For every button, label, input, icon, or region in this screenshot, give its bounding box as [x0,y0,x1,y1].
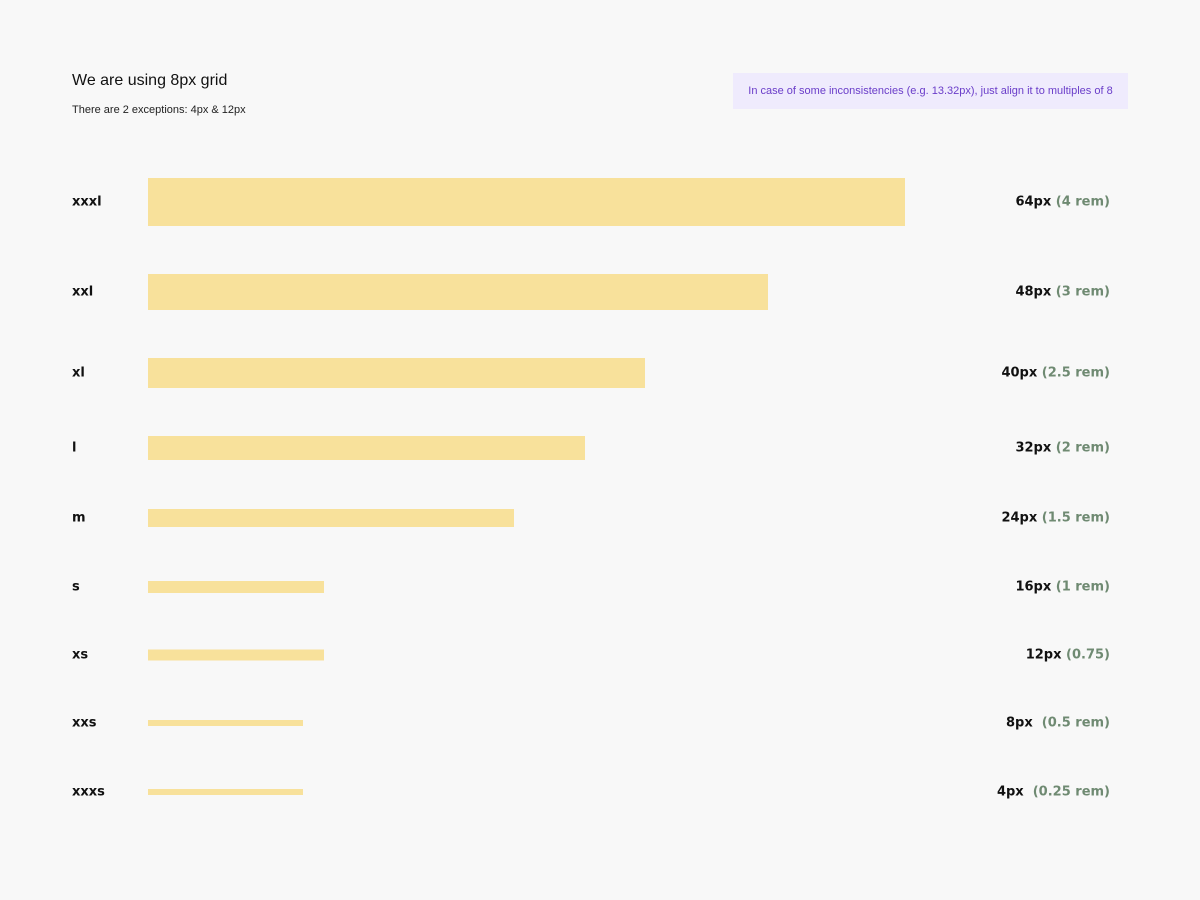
spacing-label: l [72,440,77,456]
spacing-bar [148,178,905,226]
spacing-px: 16px [1015,579,1052,595]
spacing-rem: (2.5 rem) [1037,365,1110,381]
spacing-px: 8px [1005,715,1033,731]
spacing-value: 24px (1.5 rem) [1001,511,1110,526]
spacing-label: xxxs [72,784,105,800]
spacing-label: xs [72,647,89,663]
spacing-label: xl [72,365,85,381]
spacing-px: 48px [1015,284,1052,300]
spacing-rem: (0.25 rem) [1023,784,1110,800]
spacing-px: 12px [1025,647,1062,663]
spacing-label: xxxl [72,194,102,210]
spacing-bar [148,509,514,527]
spacing-label: s [72,579,80,595]
spacing-px: 40px [1001,365,1038,381]
spacing-px: 24px [1001,510,1038,526]
spacing-px: 64px [1015,194,1052,210]
spacing-bar [148,274,768,310]
spacing-label: xxl [72,284,94,300]
spacing-bar [148,436,585,460]
spacing-rem: (0.5 rem) [1032,715,1110,731]
spacing-label: xxs [72,715,97,731]
spacing-bar [148,789,303,795]
spacing-value: 16px (1 rem) [1015,580,1110,595]
spacing-value: 32px (2 rem) [1015,441,1110,456]
page-subtitle: There are 2 exceptions: 4px & 12px [72,104,246,116]
spacing-bar [148,720,303,726]
spacing-value: 4px (0.25 rem) [997,785,1110,800]
spacing-value: 12px (0.75) [1026,648,1110,663]
spacing-rem: (4 rem) [1051,194,1110,210]
spacing-rem: (1 rem) [1051,579,1110,595]
spacing-value: 48px (3 rem) [1015,285,1110,300]
spacing-px: 4px [996,784,1024,800]
spacing-bar [148,581,324,593]
spacing-value: 64px (4 rem) [1015,195,1110,210]
spacing-px: 32px [1015,440,1052,456]
spacing-label: m [72,510,86,526]
spacing-value: 8px (0.5 rem) [1006,716,1110,731]
spacing-rem: (0.75) [1061,647,1110,663]
spacing-rem: (2 rem) [1051,440,1110,456]
info-note: In case of some inconsistencies (e.g. 13… [733,73,1128,109]
page-title: We are using 8px grid [72,72,228,89]
spacing-rem: (1.5 rem) [1037,510,1110,526]
spacing-value: 40px (2.5 rem) [1001,366,1110,381]
spacing-bar [148,649,324,661]
spacing-rem: (3 rem) [1051,284,1110,300]
spacing-bar [148,358,645,388]
